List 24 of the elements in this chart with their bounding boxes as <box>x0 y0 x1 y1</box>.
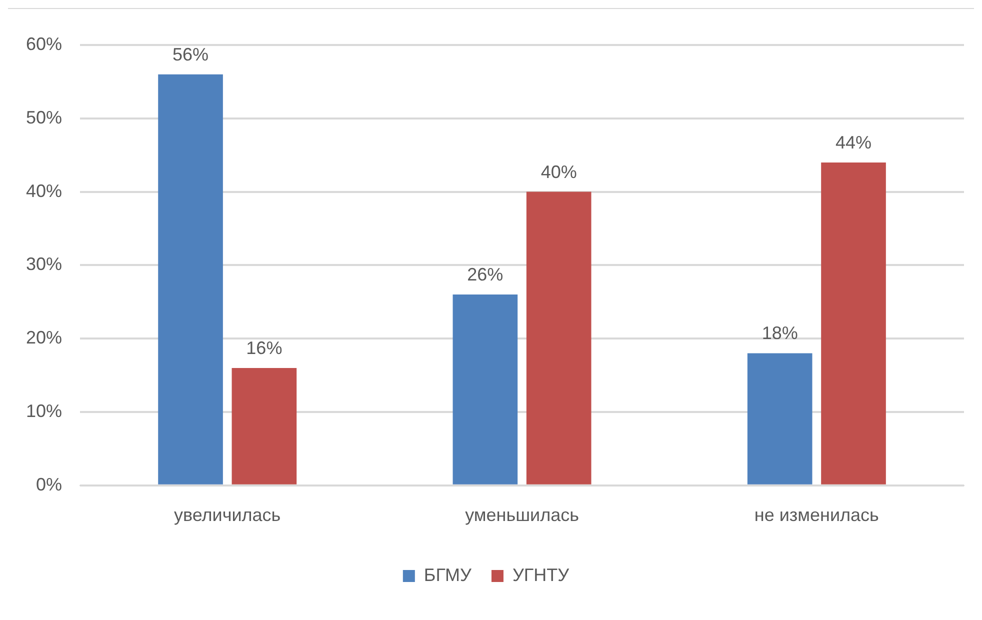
data-label: 56% <box>172 44 209 64</box>
bar <box>821 162 886 484</box>
x-tick-label: уменьшилась <box>465 505 579 526</box>
data-label: 18% <box>762 323 798 344</box>
y-tick-label: 10% <box>26 400 62 421</box>
bar <box>526 192 592 484</box>
bar <box>747 353 812 484</box>
bar <box>158 74 223 484</box>
data-label: 26% <box>467 264 504 285</box>
x-tick-label: не изменилась <box>754 505 879 526</box>
y-tick-label: 50% <box>26 107 62 128</box>
y-tick-label: 0% <box>36 474 62 494</box>
x-tick-label: увеличилась <box>174 505 281 526</box>
data-label: 40% <box>540 162 577 182</box>
legend-label: УГНТУ <box>512 564 570 585</box>
data-label: 44% <box>835 132 872 152</box>
y-tick-label: 30% <box>26 254 62 274</box>
y-tick-label: 40% <box>26 180 62 201</box>
bar <box>452 294 518 484</box>
bar <box>232 368 297 484</box>
y-tick-label: 60% <box>26 34 62 54</box>
data-label: 16% <box>246 338 282 358</box>
y-tick-label: 20% <box>26 328 62 348</box>
legend-label: БГМУ <box>424 564 472 585</box>
